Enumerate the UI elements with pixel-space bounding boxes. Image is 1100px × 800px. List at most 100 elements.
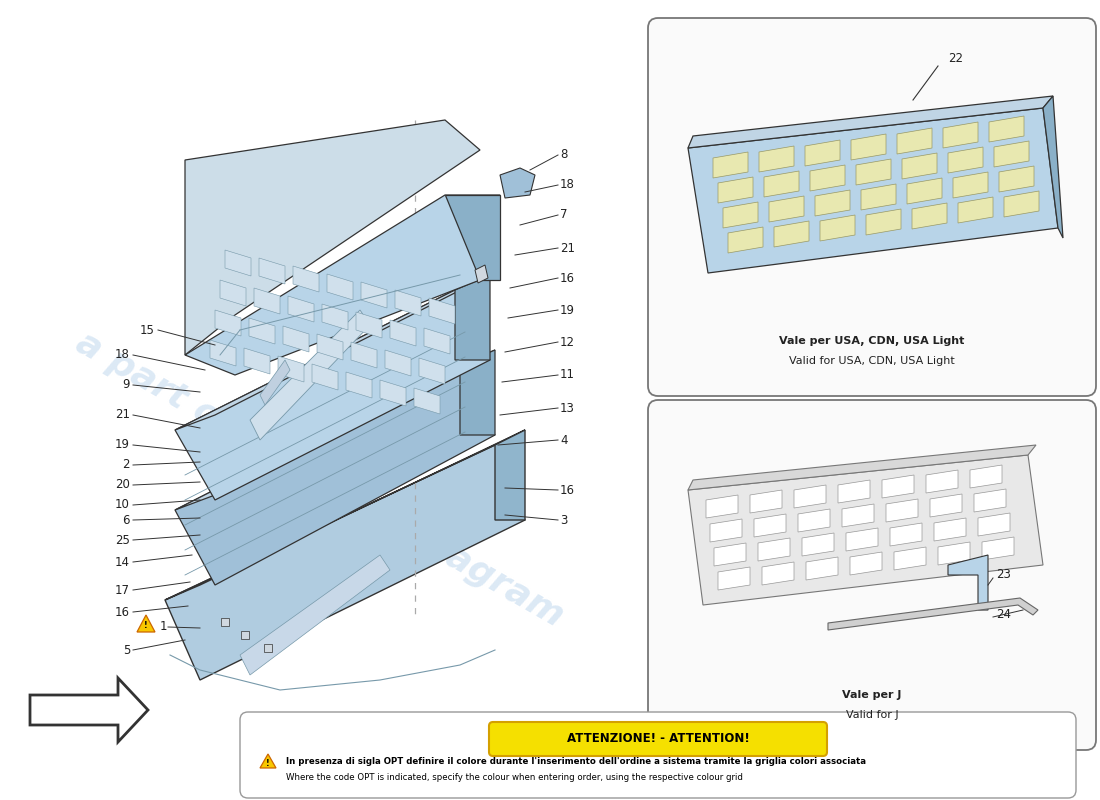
Polygon shape [1004, 191, 1040, 217]
Polygon shape [982, 537, 1014, 560]
Polygon shape [912, 203, 947, 229]
Polygon shape [414, 388, 440, 414]
Polygon shape [713, 152, 748, 178]
Polygon shape [429, 298, 455, 324]
Polygon shape [861, 184, 896, 210]
Polygon shape [264, 644, 272, 652]
Polygon shape [1043, 96, 1063, 238]
Polygon shape [312, 364, 338, 390]
Polygon shape [930, 494, 962, 517]
Text: Valid for J: Valid for J [846, 710, 899, 720]
Polygon shape [943, 122, 978, 148]
Polygon shape [894, 547, 926, 570]
Text: 9: 9 [122, 378, 130, 391]
Polygon shape [138, 615, 155, 632]
Text: 10: 10 [116, 498, 130, 511]
Polygon shape [759, 146, 794, 172]
Polygon shape [258, 258, 285, 284]
Polygon shape [214, 310, 241, 336]
Polygon shape [293, 266, 319, 292]
Polygon shape [455, 275, 490, 360]
Polygon shape [890, 523, 922, 546]
Text: 5: 5 [122, 643, 130, 657]
Polygon shape [989, 116, 1024, 142]
Polygon shape [424, 328, 450, 354]
Text: 2: 2 [122, 458, 130, 471]
Polygon shape [240, 555, 390, 675]
Text: 3: 3 [560, 514, 568, 526]
Polygon shape [856, 159, 891, 185]
Text: 19: 19 [560, 303, 575, 317]
Polygon shape [798, 509, 830, 532]
Polygon shape [346, 372, 372, 398]
Polygon shape [385, 350, 411, 376]
Polygon shape [175, 365, 495, 585]
Polygon shape [241, 631, 249, 639]
Text: ATTENZIONE! - ATTENTION!: ATTENZIONE! - ATTENTION! [566, 733, 749, 746]
Polygon shape [926, 470, 958, 493]
Polygon shape [934, 518, 966, 541]
Polygon shape [165, 445, 525, 680]
Polygon shape [866, 209, 901, 235]
Polygon shape [260, 360, 290, 405]
Polygon shape [978, 513, 1010, 536]
Polygon shape [210, 340, 236, 366]
Polygon shape [958, 197, 993, 223]
Polygon shape [994, 141, 1028, 167]
Polygon shape [500, 168, 535, 198]
Polygon shape [185, 195, 501, 375]
Polygon shape [495, 430, 525, 520]
Polygon shape [288, 296, 313, 322]
Polygon shape [175, 350, 495, 510]
Polygon shape [828, 598, 1038, 630]
Polygon shape [249, 318, 275, 344]
Text: Valid for USA, CDN, USA Light: Valid for USA, CDN, USA Light [789, 356, 955, 366]
FancyBboxPatch shape [490, 722, 827, 756]
Polygon shape [283, 326, 309, 352]
Polygon shape [220, 280, 246, 306]
FancyBboxPatch shape [648, 400, 1096, 750]
FancyBboxPatch shape [240, 712, 1076, 798]
Polygon shape [244, 348, 270, 374]
Polygon shape [446, 195, 501, 280]
Text: 21: 21 [116, 409, 130, 422]
Text: 22: 22 [948, 51, 962, 65]
Text: 7: 7 [560, 209, 568, 222]
Polygon shape [419, 358, 446, 384]
Text: !: ! [266, 758, 270, 767]
Polygon shape [886, 499, 918, 522]
Polygon shape [999, 166, 1034, 192]
Polygon shape [175, 275, 490, 430]
Polygon shape [260, 754, 276, 768]
Text: 18: 18 [116, 349, 130, 362]
Polygon shape [185, 120, 480, 355]
Polygon shape [762, 562, 794, 585]
Text: 21: 21 [560, 242, 575, 254]
Polygon shape [842, 504, 874, 527]
Polygon shape [710, 519, 742, 542]
Polygon shape [460, 350, 495, 435]
Polygon shape [688, 96, 1053, 148]
Text: Where the code OPT is indicated, specify the colour when entering order, using t: Where the code OPT is indicated, specify… [286, 773, 742, 782]
Polygon shape [750, 490, 782, 513]
Polygon shape [908, 178, 942, 204]
Polygon shape [226, 250, 251, 276]
Polygon shape [728, 227, 763, 253]
Polygon shape [850, 552, 882, 575]
Text: 11: 11 [560, 369, 575, 382]
Text: !: ! [144, 622, 147, 630]
Polygon shape [379, 380, 406, 406]
Polygon shape [356, 312, 382, 338]
Polygon shape [754, 514, 786, 537]
Text: 6: 6 [122, 514, 130, 526]
Text: 25: 25 [116, 534, 130, 546]
Text: 4: 4 [560, 434, 568, 446]
Polygon shape [970, 465, 1002, 488]
Text: 18: 18 [560, 178, 575, 191]
Polygon shape [395, 290, 421, 316]
Polygon shape [254, 288, 280, 314]
Polygon shape [764, 171, 799, 197]
Text: 19: 19 [116, 438, 130, 451]
Text: Vale per J: Vale per J [843, 690, 902, 700]
FancyBboxPatch shape [648, 18, 1096, 396]
